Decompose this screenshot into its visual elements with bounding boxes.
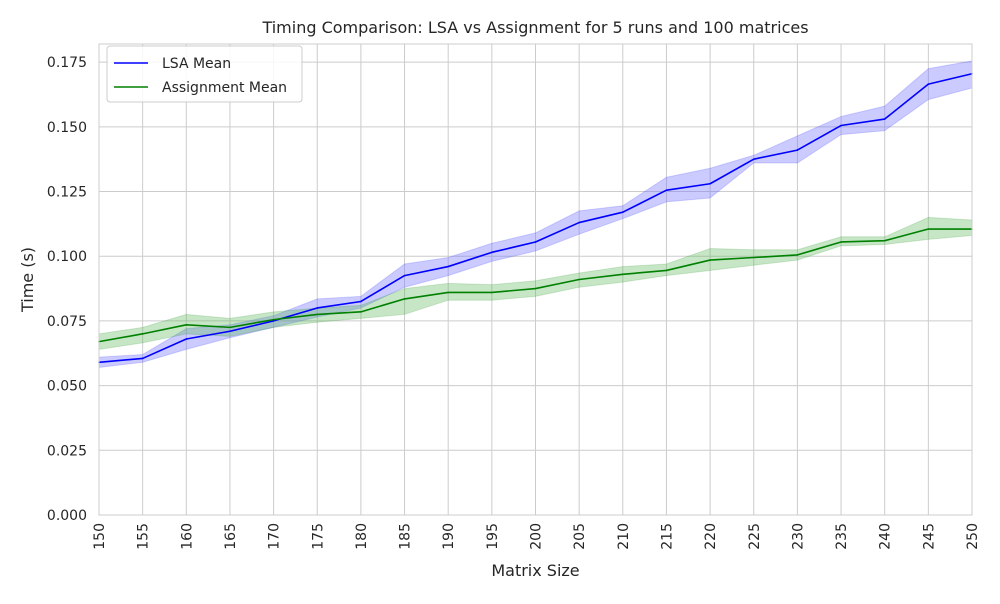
x-tick-label: 195: [485, 523, 501, 550]
assignment-mean-point: [752, 256, 755, 259]
x-tick-labels: 150 155 160 165 170 175 180 185 190 195 200 205 210 2…: [92, 523, 981, 550]
assignment-mean-point: [796, 254, 799, 256]
x-tick-label: 165: [223, 523, 239, 550]
lsa-mean-point: [185, 338, 188, 340]
lsa-mean-point: [229, 330, 231, 333]
x-tick-label: 185: [398, 523, 414, 550]
lsa-mean-point: [534, 241, 537, 243]
lsa-mean-point: [491, 251, 493, 254]
x-tick-label: 180: [354, 523, 370, 550]
assignment-mean-point: [534, 287, 537, 290]
x-tick-label: 160: [179, 523, 195, 550]
assignment-mean-point: [709, 259, 711, 261]
y-tick-label: 0.125: [47, 185, 87, 201]
plot-frame: [98, 43, 973, 516]
lsa-mean-point: [665, 189, 668, 192]
legend-label-assignment: Assignment Mean: [162, 80, 287, 96]
x-tick-label: 230: [790, 523, 806, 550]
x-tick-label: 200: [529, 523, 545, 550]
lsa-mean-point: [709, 182, 711, 185]
x-tick-label: 170: [267, 523, 283, 550]
assignment-mean-point: [622, 273, 624, 276]
x-tick-label: 175: [310, 523, 326, 550]
x-tick-label: 155: [136, 523, 152, 550]
legend-box: [106, 45, 303, 103]
assignment-mean-point: [403, 298, 406, 300]
lsa-mean-point: [840, 124, 842, 127]
y-tick-label: 0.150: [47, 120, 87, 136]
x-tick-label: 190: [441, 523, 457, 550]
assignment-mean-point: [665, 269, 668, 272]
y-tick-label: 0.175: [47, 55, 87, 71]
x-tick-label: 205: [572, 523, 588, 550]
assignment-mean-point: [185, 323, 188, 326]
lsa-mean-point: [272, 320, 275, 322]
y-tick-label: 0.050: [47, 379, 87, 395]
assignment-mean-point: [927, 228, 930, 230]
lsa-mean-point: [796, 149, 799, 151]
lsa-mean-point: [403, 274, 406, 277]
x-tick-label: 245: [921, 523, 937, 550]
assignment-mean-point: [491, 291, 493, 294]
lsa-mean-point: [622, 211, 624, 214]
assignment-mean-point: [578, 278, 580, 281]
lsa-mean-point: [927, 83, 930, 85]
y-tick-label: 0.025: [47, 443, 87, 459]
x-tick-label: 240: [878, 523, 894, 550]
assignment-mean-point: [316, 313, 319, 316]
assignment-mean-point: [840, 241, 842, 243]
lsa-mean-point: [316, 307, 319, 309]
x-tick-label: 220: [703, 523, 719, 550]
y-tick-label: 0.075: [47, 314, 87, 330]
x-tick-label: 225: [747, 523, 763, 550]
chart-title: Timing Comparison: LSA vs Assignment for…: [261, 18, 808, 37]
x-tick-label: 235: [834, 523, 850, 550]
y-tick-label: 0.100: [47, 249, 87, 265]
lsa-mean-point: [360, 300, 362, 303]
grid-layer: [98, 44, 973, 516]
assignment-mean-point: [447, 291, 450, 294]
lsa-mean-point: [447, 265, 450, 268]
y-tick-labels: 0.000 0.025 0.050 0.075 0.100 0.125 0.150 0.175: [47, 55, 87, 524]
lsa-mean-point: [578, 221, 580, 224]
assignment-mean-point: [360, 311, 362, 313]
series-line-layer: [98, 72, 973, 364]
legend: LSA Mean Assignment Mean: [106, 45, 303, 103]
y-tick-label: 0.000: [47, 508, 87, 524]
legend-label-lsa: LSA Mean: [162, 56, 231, 72]
x-tick-label: 210: [616, 523, 632, 550]
y-axis-label: Time (s): [18, 247, 37, 313]
assignment-mean-point: [272, 318, 275, 321]
assignment-mean-point: [141, 333, 144, 335]
lsa-mean-point: [752, 158, 755, 160]
x-tick-label: 215: [659, 523, 675, 550]
lsa-mean-point: [141, 357, 144, 360]
lsa-mean-point: [883, 118, 886, 120]
assignment-mean-point: [883, 239, 886, 242]
assignment-mean-point: [229, 326, 231, 329]
x-axis-label: Matrix Size: [491, 561, 579, 580]
x-tick-label: 150: [92, 523, 108, 550]
x-tick-label: 250: [965, 523, 981, 550]
